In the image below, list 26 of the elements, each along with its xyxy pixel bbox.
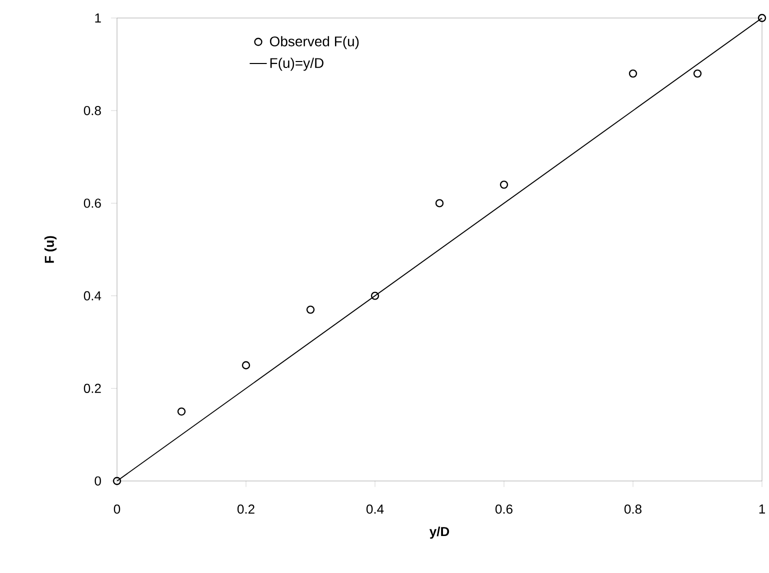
y-tick-label: 0.6 <box>84 198 101 208</box>
x-tick-label: 0.4 <box>366 504 384 514</box>
point <box>500 180 508 189</box>
x-tick-label: 0.2 <box>237 504 254 514</box>
x-tick-label: 0.6 <box>495 504 512 514</box>
point <box>177 407 186 416</box>
y-tick-label: 0.4 <box>84 291 102 300</box>
point <box>758 14 766 22</box>
y-tick-label: 0 <box>94 476 101 486</box>
point <box>628 69 638 78</box>
y-tick-label: 0.2 <box>84 384 101 393</box>
legend-label: Observed F(u) <box>270 36 359 50</box>
x-tick-label: 1 <box>759 504 765 514</box>
point <box>112 476 122 486</box>
point <box>306 306 315 314</box>
point <box>370 292 380 300</box>
point <box>693 69 702 78</box>
x-tick-label: 0 <box>114 504 120 514</box>
y-tick-label: 1 <box>95 14 101 22</box>
legend-label: F(u)=y/D <box>270 58 324 71</box>
x-axis-title: y/D <box>429 526 450 539</box>
y-tick-label: 0.8 <box>84 106 101 116</box>
x-tick-label: 0.8 <box>624 504 642 514</box>
point <box>242 361 250 370</box>
y-axis-title: F (u) <box>44 236 57 263</box>
point <box>435 199 444 208</box>
